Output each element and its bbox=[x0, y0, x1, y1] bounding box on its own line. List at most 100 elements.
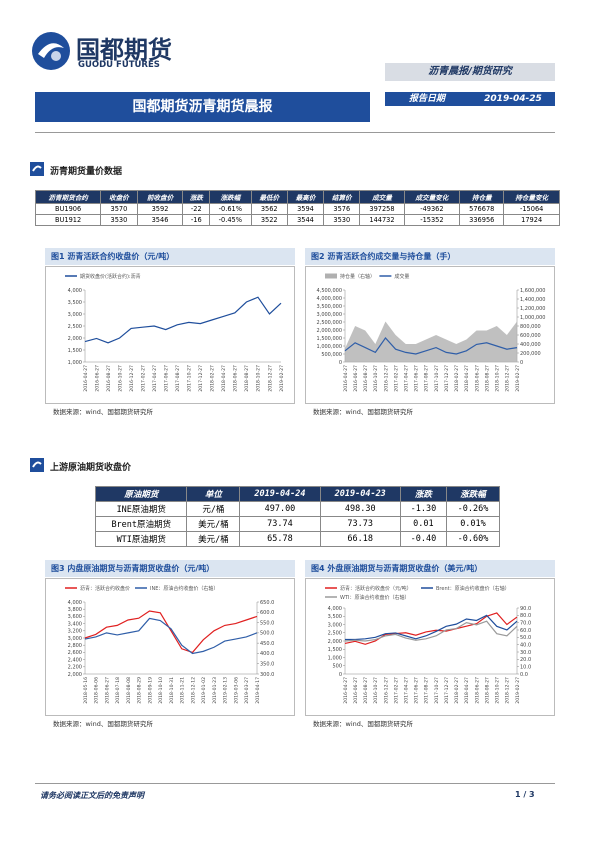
table-cell: 498.30 bbox=[319, 501, 401, 517]
logo-icon bbox=[32, 32, 70, 70]
x-tick-label: 2018-06-06 bbox=[94, 677, 100, 704]
x-tick-label: 2018-10-31 bbox=[169, 677, 175, 704]
y-tick-label: 2,500 bbox=[68, 324, 82, 330]
x-tick-label: 2019-02-13 bbox=[223, 677, 229, 704]
section-icon bbox=[30, 458, 44, 472]
header-row: 沥青期货合约 收盘价 前收盘价 涨跌 涨跌幅 最低价 最高价 结算价 成交量 成交量变化 持仓量 持仓… bbox=[34, 190, 560, 204]
table-row: BU1912 3530 3546 -16 -0.45% 3522 3544 3530 14473… bbox=[34, 214, 560, 226]
y2-tick-label: 350.0 bbox=[260, 662, 274, 668]
x-tick-label: 2018-04-27 bbox=[464, 365, 470, 392]
x-tick-label: 2017-02-27 bbox=[140, 365, 146, 392]
x-tick-label: 2016-10-27 bbox=[373, 365, 379, 392]
x-tick-label: 2016-04-27 bbox=[83, 365, 89, 392]
x-tick-label: 2017-06-27 bbox=[414, 365, 420, 392]
x-tick-label: 2016-12-27 bbox=[383, 365, 389, 392]
header-cell: 涨跌 bbox=[182, 190, 211, 204]
y-tick-label: 0 bbox=[339, 672, 342, 678]
y2-tick-label: 600.0 bbox=[260, 610, 274, 616]
table-cell: INE原油期货 bbox=[94, 501, 188, 517]
area bbox=[345, 321, 517, 362]
header-cell: 成交量变化 bbox=[403, 190, 461, 204]
table-cell: 元/桶 bbox=[186, 501, 241, 517]
table-cell: 336956 bbox=[459, 214, 505, 226]
y-tick-label: 3,200 bbox=[68, 629, 82, 635]
y-tick-label: 2,000 bbox=[68, 672, 82, 678]
table-cell: -0.61% bbox=[209, 203, 252, 215]
y2-tick-label: 800,000 bbox=[520, 324, 541, 330]
figure-source: 数据来源：wind、国都期货研究所 bbox=[53, 408, 153, 416]
line bbox=[84, 296, 282, 344]
x-tick-label: 2019-02-27 bbox=[515, 365, 521, 392]
x-tick-label: 2018-02-27 bbox=[210, 365, 216, 392]
x-tick-label: 2018-06-27 bbox=[474, 677, 480, 704]
category: 沥青晨报/期货研究 bbox=[385, 63, 555, 81]
x-tick-label: 2017-10-27 bbox=[434, 677, 440, 704]
table-cell: -16 bbox=[182, 214, 211, 226]
table-row: WTI原油期货 美元/桶 65.78 66.18 -0.40 -0.60% bbox=[94, 531, 501, 547]
legend-label: 沥青：活跃合约收盘价（元/吨） bbox=[340, 585, 412, 592]
disclaimer: 请务必阅读正文后的免责声明 bbox=[40, 791, 144, 800]
x-tick-label: 2018-11-21 bbox=[180, 677, 186, 704]
legend-label: 期货收盘价(活跃合约):沥青 bbox=[80, 273, 141, 280]
table-cell: 3530 bbox=[323, 214, 361, 226]
section-title: 沥青期货量价数据 bbox=[50, 167, 123, 177]
x-tick-label: 2018-08-29 bbox=[137, 677, 143, 704]
x-tick-label: 2016-08-27 bbox=[106, 365, 112, 392]
x-tick-label: 2017-02-27 bbox=[393, 365, 399, 392]
y-tick-label: 3,600 bbox=[68, 614, 82, 620]
table-cell: 3546 bbox=[136, 214, 184, 226]
y-tick-label: 1,000 bbox=[328, 655, 342, 661]
x-tick-label: 2017-12-27 bbox=[444, 365, 450, 392]
y-tick-label: 2,000,000 bbox=[317, 328, 342, 334]
table-cell: 3576 bbox=[323, 203, 361, 215]
y-tick-label: 2,400 bbox=[68, 657, 82, 663]
table-cell: 3570 bbox=[100, 203, 138, 215]
table-wrap: 沥青期货合约 收盘价 前收盘价 涨跌 涨跌幅 最低价 最高价 结算价 成交量 成交量变化 持仓量 持仓… bbox=[34, 190, 560, 226]
y-tick-label: 3,500 bbox=[68, 300, 82, 306]
table-row: BU1906 3570 3592 -22 -0.61% 3562 3594 3576 39725… bbox=[34, 203, 560, 215]
table-cell: 0.01 bbox=[399, 516, 447, 532]
x-tick-label: 2016-04-27 bbox=[343, 365, 349, 392]
table-cell: -0.40 bbox=[399, 531, 447, 547]
report-title: 国都期货沥青期货晨报 bbox=[35, 92, 370, 122]
y2-tick-label: 650.0 bbox=[260, 600, 274, 606]
table-cell: 0.01% bbox=[445, 516, 501, 532]
y-tick-label: 4,000 bbox=[68, 600, 82, 606]
header-cell: 结算价 bbox=[323, 190, 361, 204]
x-tick-label: 2018-06-27 bbox=[474, 365, 480, 392]
header-cell: 成交量 bbox=[359, 190, 405, 204]
y-tick-label: 1,500,000 bbox=[317, 336, 342, 342]
header-cell: 持仓量变化 bbox=[503, 190, 560, 204]
x-tick-label: 2017-08-27 bbox=[175, 365, 181, 392]
x-tick-label: 2018-08-27 bbox=[484, 677, 490, 704]
y2-tick-label: 60.0 bbox=[520, 628, 531, 634]
legend-label: Brent：原油合约收盘价（右轴） bbox=[436, 585, 510, 592]
y-tick-label: 3,000 bbox=[328, 622, 342, 628]
y2-tick-label: 450.0 bbox=[260, 641, 274, 647]
section-icon bbox=[30, 162, 44, 176]
x-tick-label: 2016-12-27 bbox=[129, 365, 135, 392]
table-cell: 65.78 bbox=[239, 531, 321, 547]
table-cell: 576678 bbox=[459, 203, 505, 215]
y-tick-label: 1,500 bbox=[328, 647, 342, 653]
header-cell: 收盘价 bbox=[100, 190, 138, 204]
x-tick-label: 2018-05-16 bbox=[83, 677, 89, 704]
y2-tick-label: 0.0 bbox=[520, 672, 528, 678]
line bbox=[84, 610, 258, 654]
y-tick-label: 2,000 bbox=[68, 336, 82, 342]
x-tick-label: 2016-08-27 bbox=[363, 677, 369, 704]
x-tick-label: 2018-02-27 bbox=[454, 677, 460, 704]
header-cell: 2019-04-24 bbox=[239, 486, 321, 502]
y2-tick-label: 1,400,000 bbox=[520, 297, 545, 303]
table-cell: -15352 bbox=[403, 214, 461, 226]
table-cell: 66.18 bbox=[319, 531, 401, 547]
y2-tick-label: 300.0 bbox=[260, 672, 274, 678]
table-cell: BU1906 bbox=[34, 203, 102, 215]
date: 2019-04-25 bbox=[484, 94, 542, 104]
table-cell: -49362 bbox=[403, 203, 461, 215]
x-tick-label: 2017-12-27 bbox=[198, 365, 204, 392]
x-tick-label: 2017-04-27 bbox=[152, 365, 158, 392]
y-tick-label: 3,400 bbox=[68, 621, 82, 627]
table-cell: -0.60% bbox=[445, 531, 501, 547]
x-tick-label: 2016-06-27 bbox=[353, 677, 359, 704]
